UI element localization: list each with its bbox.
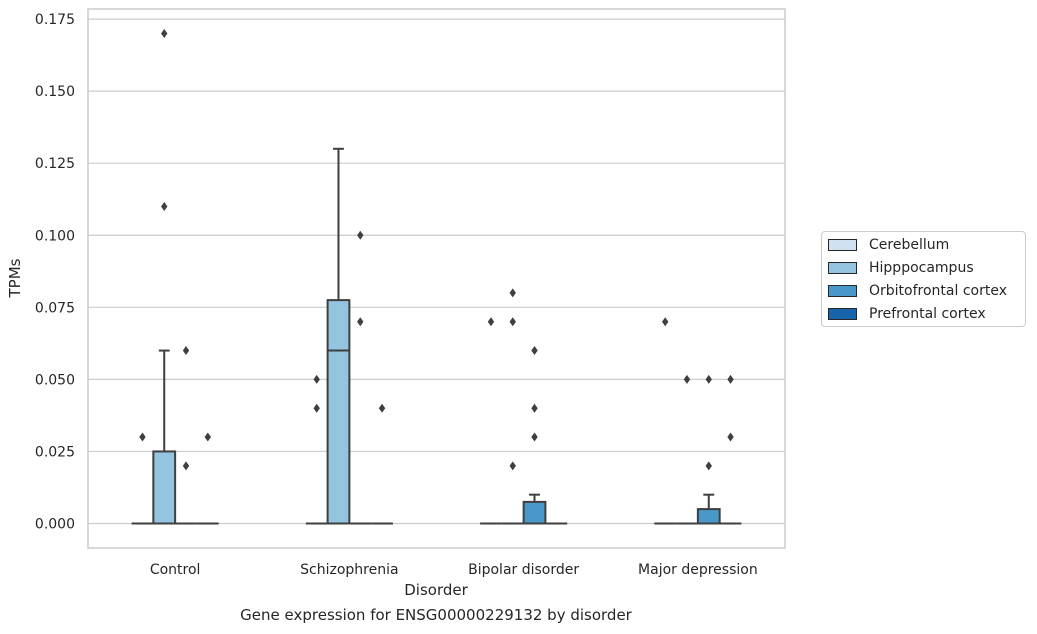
outlier-point xyxy=(531,432,538,442)
legend-item: Orbitofrontal cortex xyxy=(828,281,1007,301)
outlier-point xyxy=(357,317,364,327)
legend-label: Prefrontal cortex xyxy=(869,306,986,322)
y-axis-ticks: 0.000 0.025 0.050 0.075 0.100 0.125 0.150 0.175 xyxy=(35,12,75,532)
outlier-point xyxy=(161,29,168,38)
legend-label: Orbitofrontal cortex xyxy=(869,283,1007,299)
grid-lines xyxy=(88,18,785,525)
outlier-point xyxy=(313,403,320,413)
outlier-point xyxy=(531,346,538,356)
y-tick-label: 0.075 xyxy=(35,300,75,316)
y-tick-label: 0.025 xyxy=(35,444,75,460)
legend: Cerebellum Hipppocampus Orbitofrontal cort… xyxy=(821,231,1026,327)
outlier-points xyxy=(139,29,734,471)
outlier-point xyxy=(487,317,495,327)
y-tick-label: 0.175 xyxy=(35,12,75,28)
outlier-point xyxy=(531,403,538,413)
x-tick-label: Bipolar disorder xyxy=(468,562,579,578)
y-tick-label: 0.000 xyxy=(35,517,75,533)
legend-item: Hipppocampus xyxy=(828,258,974,278)
y-tick-label: 0.050 xyxy=(35,372,75,388)
y-axis-label: TPMs xyxy=(6,258,24,298)
y-tick-label: 0.125 xyxy=(35,156,75,172)
legend-item: Prefrontal cortex xyxy=(828,304,986,324)
outlier-point xyxy=(662,317,669,327)
legend-item: Cerebellum xyxy=(828,235,949,255)
x-tick-label: Schizophrenia xyxy=(300,562,398,578)
outlier-point xyxy=(378,403,386,413)
x-tick-label: Control xyxy=(150,562,201,578)
legend-swatch xyxy=(828,262,857,274)
outlier-point xyxy=(705,374,712,384)
outlier-point xyxy=(139,432,146,442)
outlier-point xyxy=(727,374,734,384)
outlier-point xyxy=(357,230,364,240)
box xyxy=(696,508,721,525)
outlier-point xyxy=(509,288,516,298)
x-tick-label: Major depression xyxy=(638,562,758,578)
outlier-point xyxy=(509,461,516,471)
outlier-point xyxy=(509,317,516,327)
plot-frame xyxy=(87,8,786,549)
legend-swatch xyxy=(828,285,857,297)
legend-swatch xyxy=(828,239,857,251)
outlier-point xyxy=(161,201,168,211)
outlier-point xyxy=(204,432,211,442)
legend-label: Cerebellum xyxy=(869,237,950,253)
outlier-point xyxy=(705,461,712,471)
outlier-point xyxy=(727,432,734,442)
box xyxy=(522,500,547,525)
legend-label: Hipppocampus xyxy=(869,260,974,276)
y-tick-label: 0.100 xyxy=(35,228,75,244)
legend-swatch xyxy=(828,308,857,320)
chart-title: Gene expression for ENSG00000229132 by d… xyxy=(240,606,632,624)
box xyxy=(152,450,177,525)
outlier-point xyxy=(182,461,190,471)
x-axis-ticks: Control Schizophrenia Bipolar disorder Majo… xyxy=(150,562,758,578)
outlier-point xyxy=(182,346,190,356)
outlier-point xyxy=(313,374,320,384)
y-tick-label: 0.150 xyxy=(35,84,75,100)
x-axis-label: Disorder xyxy=(404,581,468,599)
box xyxy=(326,299,351,525)
outlier-point xyxy=(683,374,691,384)
box-plot-series xyxy=(131,147,742,525)
